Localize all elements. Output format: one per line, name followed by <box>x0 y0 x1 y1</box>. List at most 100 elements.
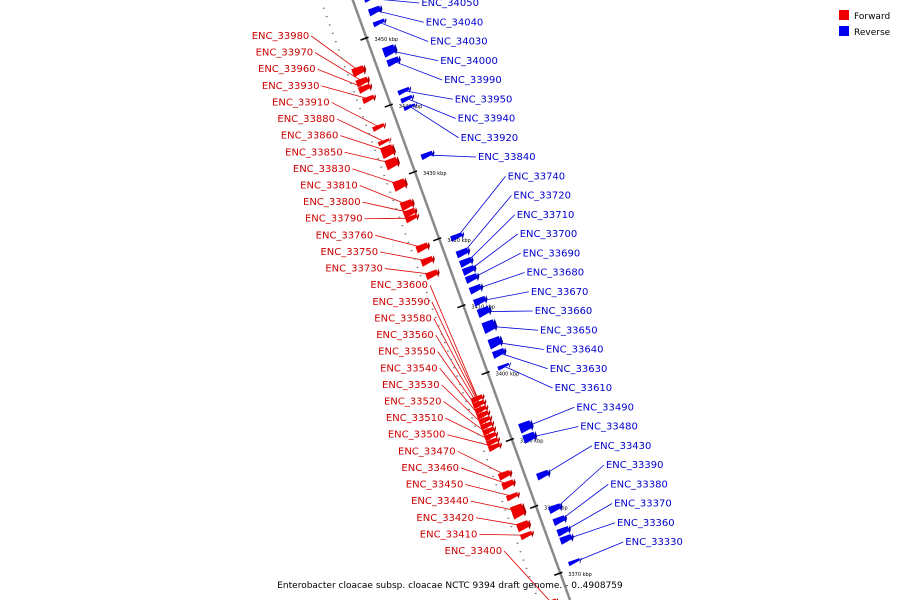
reverse-gene-block[interactable] <box>481 318 498 335</box>
forward-gene-label[interactable]: ENC_33830 <box>293 164 351 175</box>
forward-gene-label[interactable]: ENC_33790 <box>305 214 363 225</box>
reverse-gene-block[interactable] <box>403 102 418 112</box>
reverse-gene-label[interactable]: ENC_33690 <box>523 248 581 259</box>
forward-gene-label[interactable]: ENC_33580 <box>374 313 432 324</box>
forward-gene-block[interactable] <box>482 425 497 437</box>
reverse-gene-label[interactable]: ENC_33480 <box>580 422 638 433</box>
reverse-gene-block[interactable] <box>491 347 508 359</box>
reverse-gene-label[interactable]: ENC_33920 <box>461 133 519 144</box>
reverse-gene-block[interactable] <box>487 335 505 350</box>
reverse-gene-label[interactable]: ENC_34050 <box>421 0 479 9</box>
reverse-gene-label[interactable]: ENC_34040 <box>426 17 484 28</box>
forward-gene-block[interactable] <box>384 156 401 171</box>
forward-gene-label[interactable]: ENC_33960 <box>258 64 316 75</box>
reverse-gene-block[interactable] <box>461 264 478 276</box>
reverse-gene-block[interactable] <box>522 431 538 445</box>
forward-gene-block[interactable] <box>487 441 503 453</box>
reverse-gene-label[interactable]: ENC_33330 <box>625 537 683 548</box>
reverse-gene-label[interactable]: ENC_33380 <box>610 479 668 490</box>
reverse-gene-label[interactable]: ENC_33700 <box>520 229 578 240</box>
forward-gene-label[interactable]: ENC_33420 <box>416 513 474 524</box>
reverse-gene-label[interactable]: ENC_33680 <box>526 268 584 279</box>
reverse-gene-label[interactable]: ENC_33430 <box>594 441 652 452</box>
reverse-gene-block[interactable] <box>536 469 552 481</box>
reverse-gene-block[interactable] <box>559 533 575 545</box>
forward-gene-block[interactable] <box>425 268 441 281</box>
reverse-gene-block[interactable] <box>400 94 415 104</box>
forward-gene-block[interactable] <box>501 478 517 491</box>
reverse-gene-label[interactable]: ENC_33710 <box>517 210 575 221</box>
reverse-gene-label[interactable]: ENC_33630 <box>550 364 608 375</box>
reverse-gene-block[interactable] <box>367 4 384 17</box>
reverse-gene-label[interactable]: ENC_33740 <box>508 171 566 182</box>
forward-gene-label[interactable]: ENC_33980 <box>252 31 310 42</box>
reverse-gene-label[interactable]: ENC_33950 <box>455 94 513 105</box>
reverse-gene-block[interactable] <box>464 272 481 284</box>
reverse-gene-block[interactable] <box>381 43 399 59</box>
forward-gene-label[interactable]: ENC_33520 <box>384 396 442 407</box>
reverse-gene-block[interactable] <box>548 502 564 515</box>
forward-gene-block[interactable] <box>480 420 495 431</box>
forward-gene-block[interactable] <box>474 404 489 415</box>
reverse-gene-label[interactable]: ENC_34000 <box>440 56 498 67</box>
forward-gene-block[interactable] <box>355 75 371 88</box>
forward-gene-label[interactable]: ENC_33540 <box>380 363 438 374</box>
forward-gene-label[interactable]: ENC_33930 <box>262 81 320 92</box>
forward-gene-label[interactable]: ENC_33760 <box>316 230 374 241</box>
reverse-gene-block[interactable] <box>476 305 493 319</box>
forward-gene-label[interactable]: ENC_33440 <box>411 496 469 507</box>
forward-gene-label[interactable]: ENC_33510 <box>386 413 444 424</box>
forward-gene-label[interactable]: ENC_33970 <box>256 48 314 59</box>
forward-gene-block[interactable] <box>420 255 436 267</box>
reverse-gene-label[interactable]: ENC_33650 <box>540 325 598 336</box>
reverse-gene-label[interactable]: ENC_33720 <box>513 191 571 202</box>
reverse-gene-block[interactable] <box>497 362 512 372</box>
reverse-gene-block[interactable] <box>372 17 388 28</box>
forward-gene-label[interactable]: ENC_33470 <box>398 446 456 457</box>
reverse-gene-label[interactable]: ENC_33990 <box>444 75 502 86</box>
reverse-gene-block[interactable] <box>567 557 583 567</box>
forward-gene-block[interactable] <box>399 198 416 212</box>
forward-gene-label[interactable]: ENC_33880 <box>277 114 335 125</box>
reverse-gene-block[interactable] <box>518 419 535 435</box>
forward-gene-block[interactable] <box>484 431 499 442</box>
reverse-gene-block[interactable] <box>552 514 569 527</box>
forward-gene-block[interactable] <box>402 207 419 219</box>
reverse-gene-block[interactable] <box>455 246 472 259</box>
forward-gene-block[interactable] <box>509 502 528 521</box>
reverse-gene-block[interactable] <box>468 283 485 295</box>
reverse-gene-label[interactable]: ENC_33670 <box>531 287 589 298</box>
forward-gene-label[interactable]: ENC_33910 <box>272 97 330 108</box>
reverse-gene-block[interactable] <box>450 231 465 243</box>
forward-gene-label[interactable]: ENC_33450 <box>406 480 464 491</box>
forward-gene-label[interactable]: ENC_33800 <box>303 197 361 208</box>
reverse-gene-block[interactable] <box>473 295 489 307</box>
forward-gene-block[interactable] <box>392 177 409 193</box>
forward-gene-block[interactable] <box>515 519 532 534</box>
reverse-gene-block[interactable] <box>364 0 379 4</box>
reverse-gene-label[interactable]: ENC_33360 <box>617 518 675 529</box>
forward-gene-block[interactable] <box>505 491 521 502</box>
forward-gene-block[interactable] <box>472 399 487 410</box>
reverse-gene-label[interactable]: ENC_33840 <box>478 152 536 163</box>
forward-gene-block[interactable] <box>361 94 377 105</box>
forward-gene-label[interactable]: ENC_33410 <box>420 529 478 540</box>
forward-gene-block[interactable] <box>372 122 387 132</box>
forward-gene-label[interactable]: ENC_33460 <box>401 463 459 474</box>
reverse-gene-block[interactable] <box>386 55 402 68</box>
reverse-gene-label[interactable]: ENC_34030 <box>430 37 488 48</box>
forward-gene-block[interactable] <box>485 436 501 448</box>
forward-gene-block[interactable] <box>476 409 491 421</box>
reverse-gene-label[interactable]: ENC_33390 <box>606 460 664 471</box>
forward-gene-label[interactable]: ENC_33560 <box>376 330 434 341</box>
reverse-gene-label[interactable]: ENC_33660 <box>535 306 593 317</box>
forward-gene-label[interactable]: ENC_33550 <box>378 347 436 358</box>
forward-gene-block[interactable] <box>497 469 514 481</box>
forward-gene-label[interactable]: ENC_33600 <box>370 280 428 291</box>
forward-gene-block[interactable] <box>405 213 420 224</box>
reverse-gene-label[interactable]: ENC_33640 <box>546 345 604 356</box>
forward-gene-label[interactable]: ENC_33730 <box>325 264 383 275</box>
forward-gene-label[interactable]: ENC_33400 <box>445 546 503 557</box>
forward-gene-label[interactable]: ENC_33850 <box>285 147 343 158</box>
forward-gene-block[interactable] <box>377 137 393 148</box>
